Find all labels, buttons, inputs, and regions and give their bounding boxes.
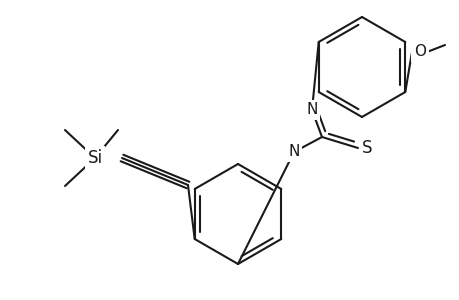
Text: S: S [361, 139, 371, 157]
Text: Si: Si [87, 149, 102, 167]
Text: N: N [288, 145, 299, 160]
Text: N: N [306, 103, 317, 118]
Text: O: O [413, 44, 425, 59]
